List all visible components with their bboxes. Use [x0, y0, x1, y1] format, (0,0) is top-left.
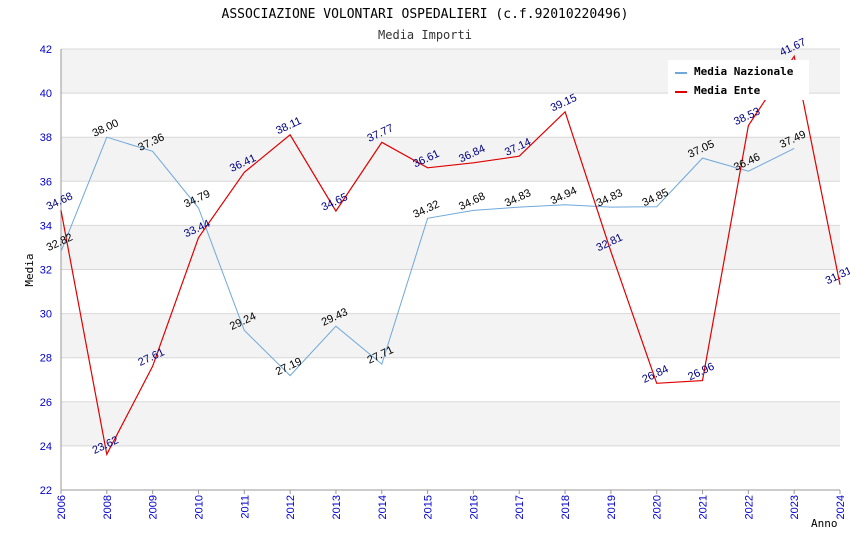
data-label: 34.85 [640, 187, 670, 210]
grid-band [61, 137, 840, 182]
legend-label-media-nazionale: Media Nazionale [694, 65, 794, 78]
y-tick-label: 24 [40, 441, 52, 453]
x-axis-label: Anno [811, 517, 838, 530]
legend: Media Nazionale Media Ente [668, 60, 809, 100]
chart-subtitle: Media Importi [378, 28, 472, 42]
x-tick-label: 2012 [285, 495, 297, 519]
x-tick-label: 2016 [468, 495, 480, 519]
y-tick-label: 34 [40, 220, 52, 232]
y-tick-label: 42 [40, 44, 52, 56]
grid-lines [61, 48, 840, 491]
y-tick-label: 22 [40, 485, 52, 497]
series-lines [60, 54, 841, 457]
data-label: 26.96 [686, 361, 716, 384]
data-label: 38.53 [732, 106, 762, 129]
grid-band [61, 313, 840, 358]
grid-band [61, 401, 840, 446]
x-tick-label: 2020 [652, 495, 664, 519]
x-tick-label: 2019 [606, 495, 618, 519]
x-tick-label: 2015 [423, 495, 435, 519]
grid-bands [61, 49, 840, 446]
data-label: 34.68 [45, 190, 75, 213]
x-tick-label: 2006 [56, 495, 68, 519]
x-tick-label: 2011 [239, 495, 251, 519]
series-line-media-ente [60, 54, 841, 457]
x-tick-label: 2010 [193, 495, 205, 519]
x-tick-label: 2008 [102, 495, 114, 519]
data-label: 39.15 [549, 92, 579, 115]
legend-label-media-ente: Media Ente [694, 84, 761, 97]
grid-band [61, 225, 840, 270]
chart-title: ASSOCIAZIONE VOLONTARI OSPEDALIERI (c.f.… [222, 7, 629, 22]
x-tick-label: 2018 [560, 495, 572, 519]
data-label: 38.11 [274, 115, 303, 137]
y-tick-label: 40 [40, 88, 52, 100]
data-label: 34.83 [595, 187, 625, 210]
y-tick-label: 32 [40, 265, 52, 277]
data-label: 34.65 [320, 191, 350, 214]
x-tick-label: 2024 [835, 495, 847, 519]
legend-box [668, 60, 809, 100]
series-line-media-nazionale [60, 136, 795, 377]
y-axis-label: Media [23, 253, 36, 286]
y-tick-label: 26 [40, 397, 52, 409]
y-axis-ticks: 22 24 26 28 30 32 34 36 38 40 42 [40, 44, 52, 497]
x-tick-label: 2021 [698, 495, 710, 519]
x-tick-label: 2022 [743, 495, 755, 519]
x-tick-label: 2017 [514, 495, 526, 519]
y-tick-label: 28 [40, 353, 52, 365]
y-tick-label: 38 [40, 132, 52, 144]
x-tick-label: 2009 [148, 495, 160, 519]
data-label: 34.94 [549, 185, 579, 208]
x-tick-label: 2014 [377, 495, 389, 519]
y-tick-label: 30 [40, 309, 52, 321]
data-label: 34.32 [411, 198, 441, 221]
x-axis-ticks: 2006 2008 2009 2010 2011 2012 2013 2014 2015 2016… [56, 490, 847, 519]
y-tick-label: 36 [40, 176, 52, 188]
data-label: 38.00 [91, 117, 121, 140]
x-tick-label: 2023 [789, 495, 801, 519]
x-tick-label: 2013 [331, 495, 343, 519]
